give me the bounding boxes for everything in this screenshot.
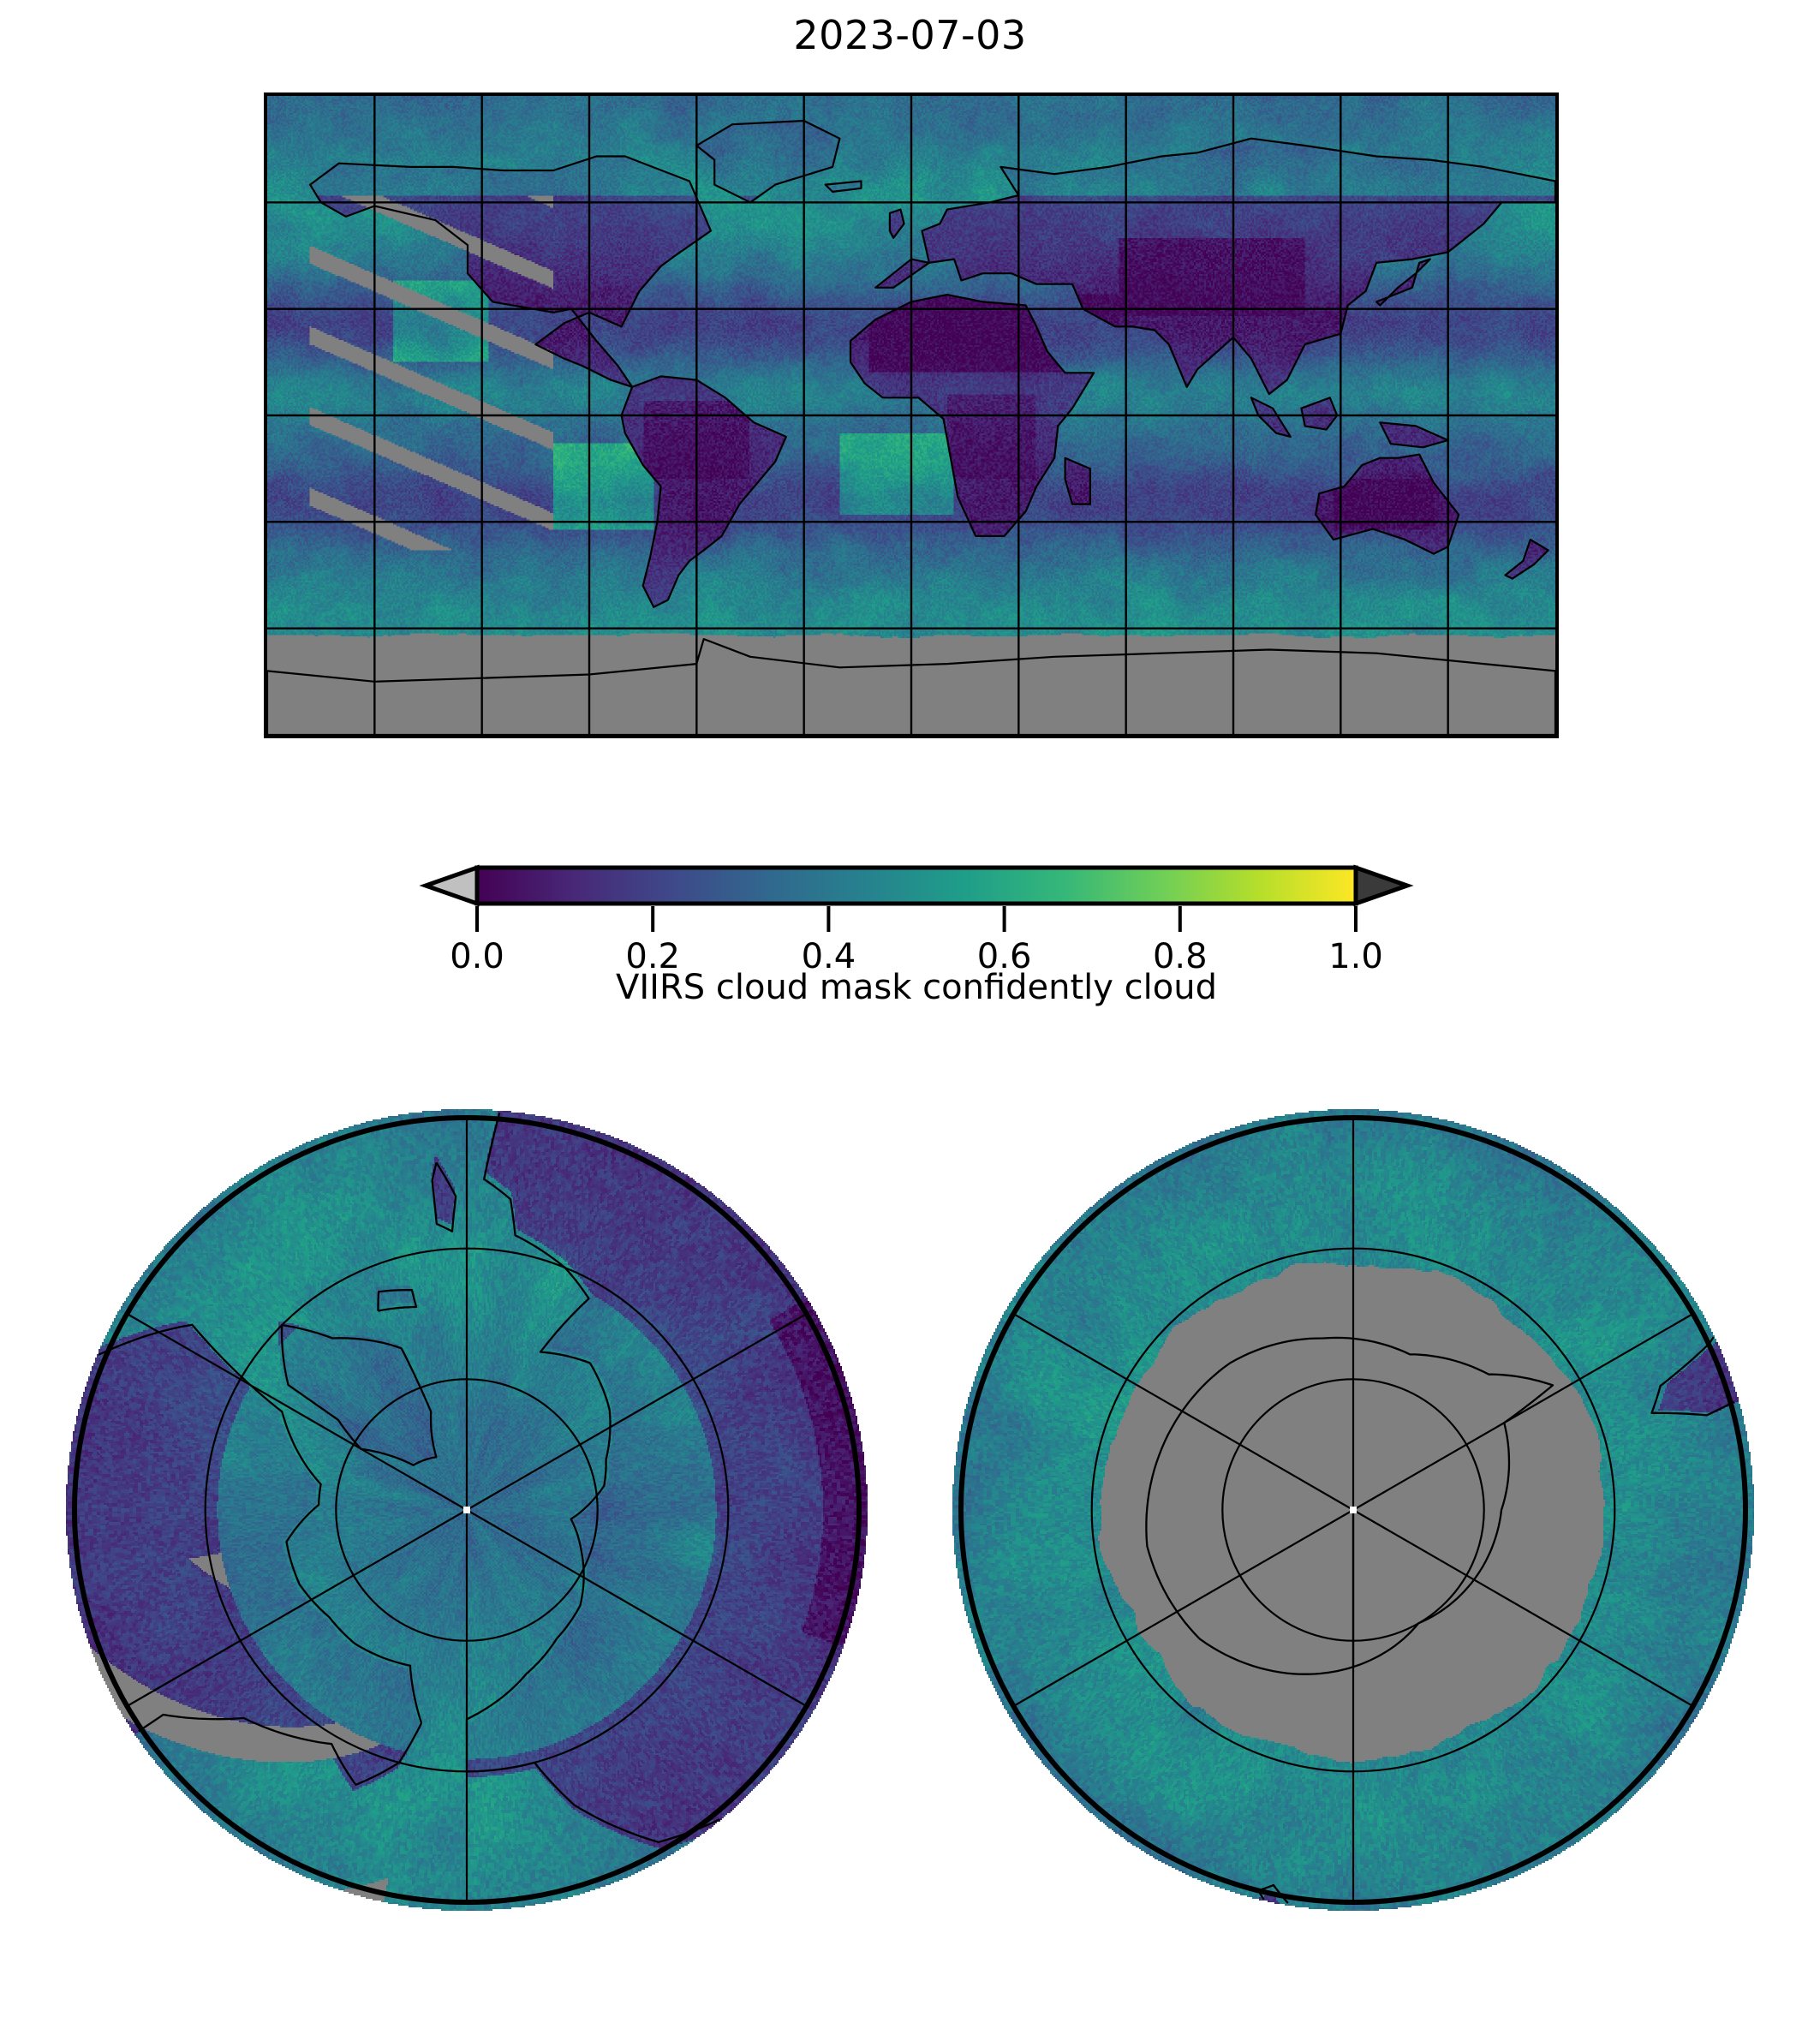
- north-polar-panel: [66, 1109, 868, 1911]
- south-polar-gridlines: [1012, 1118, 1694, 1902]
- coastline-path: [377, 1289, 418, 1312]
- coastline-path: [1250, 397, 1292, 438]
- coastline-path: [620, 375, 787, 608]
- colorbar-tick-labels: 0.0 0.2 0.4 0.6 0.8 1.0: [450, 937, 1383, 976]
- meridian-gridline: [1012, 1313, 1354, 1511]
- page-title: 2023-07-03: [793, 12, 1027, 58]
- coastline-path: [1504, 539, 1549, 580]
- colorbar-tick-label: 0.0: [450, 937, 504, 976]
- coastline-path: [1379, 421, 1449, 449]
- south-polar-coastlines: [1145, 1336, 1735, 1904]
- colorbar-tick-label: 0.8: [1153, 937, 1208, 976]
- north-polar-vector-overlay: [72, 1113, 862, 1905]
- parallel-gridline: [1221, 1378, 1485, 1642]
- meridian-gridline: [126, 1313, 468, 1511]
- parallel-gridline: [335, 1378, 599, 1642]
- colorbar-svg: 0.0 0.2 0.4 0.6 0.8 1.0 VIIRS cloud mask conf…: [419, 864, 1414, 1007]
- coastline-path: [431, 1161, 457, 1232]
- colorbar-tick-label: 0.2: [625, 937, 680, 976]
- meridian-gridline: [466, 1313, 808, 1511]
- coastline-path: [309, 155, 713, 388]
- coastline-path: [1650, 1336, 1735, 1417]
- coastline-path: [888, 208, 905, 239]
- colorbar-ticks: [475, 906, 1358, 932]
- colorbar-gradient-bar: [474, 865, 1358, 906]
- coastline-path: [1315, 453, 1460, 555]
- coastline-path: [1300, 397, 1339, 431]
- meridian-gridline: [1352, 1313, 1694, 1511]
- parallel-gridline: [1090, 1247, 1616, 1773]
- colorbar-tick-label: 0.4: [802, 937, 856, 976]
- south-polar-panel: [952, 1109, 1754, 1911]
- coastline-path: [1145, 1336, 1554, 1675]
- meridian-gridline: [1352, 1509, 1694, 1707]
- meridian-gridline: [1012, 1509, 1354, 1707]
- colorbar-over-extend-arrow: [1353, 864, 1414, 907]
- global-map-vector-overlay: [267, 96, 1555, 735]
- colorbar-tick-label: 1.0: [1328, 937, 1383, 976]
- meridian-gridline: [126, 1509, 468, 1707]
- coastline-path: [280, 1323, 438, 1466]
- coastline-path: [824, 180, 862, 193]
- colorbar: 0.0 0.2 0.4 0.6 0.8 1.0 VIIRS cloud mask conf…: [0, 848, 1820, 1028]
- parallel-gridline: [204, 1247, 730, 1773]
- south-polar-boundary-circle: [958, 1115, 1748, 1905]
- colorbar-under-extend-arrow: [419, 864, 480, 907]
- coastline-path: [1064, 457, 1091, 505]
- south-pole-marker: [1350, 1507, 1357, 1513]
- south-polar-vector-overlay: [958, 1115, 1748, 1905]
- global-gridlines: [267, 96, 1555, 735]
- coastline-path: [98, 1323, 423, 1786]
- north-pole-marker: [463, 1507, 470, 1513]
- colorbar-label: VIIRS cloud mask confidently cloud: [616, 968, 1217, 1007]
- north-polar-boundary-circle: [72, 1115, 862, 1905]
- coastline-path: [1375, 258, 1431, 307]
- colorbar-tick-label: 0.6: [977, 937, 1032, 976]
- global-map-panel: [264, 92, 1559, 738]
- north-polar-gridlines: [126, 1118, 808, 1902]
- meridian-gridline: [466, 1509, 808, 1707]
- coastline-path: [874, 137, 1555, 396]
- coastline-path: [695, 119, 841, 204]
- coastline-path: [267, 638, 1555, 735]
